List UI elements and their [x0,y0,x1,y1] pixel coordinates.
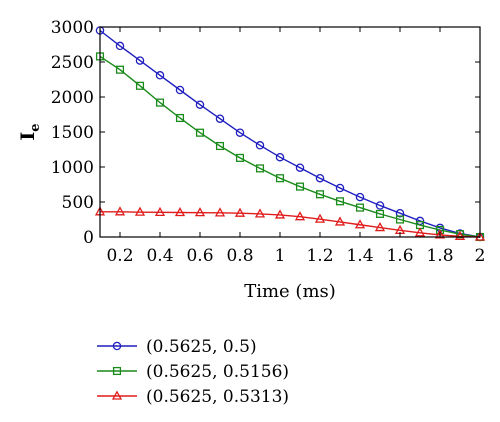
series-1-point [275,152,285,162]
series-2-point [215,141,225,151]
series-3-point [134,206,146,216]
series-2-point [155,98,165,107]
legend-marker-2 [112,366,122,376]
series-2-point [235,153,245,162]
x-tick-label: 2 [475,246,486,266]
plot-series [94,26,486,242]
series-2-point [195,128,205,137]
y-axis-label: Ie [17,123,43,140]
x-tick-label: 1.6 [386,246,413,266]
series-1-point [215,114,225,123]
series-1-point [175,85,185,95]
x-axis-ticks: 0.2 0.4 0.6 0.8 1 1.2 1.4 1.6 1.8 2 [106,27,485,266]
x-tick-label: 0.8 [226,246,253,266]
legend-label-3: (0.5625, 0.5313) [146,387,289,407]
y-axis-label-main: I [17,132,39,141]
series-1-point [115,41,125,51]
x-tick-label: 0.2 [106,246,133,266]
x-tick-label: 0.6 [186,246,213,266]
y-tick-label: 0 [83,228,94,248]
series-line-3 [100,211,481,238]
series-3-point [174,206,186,217]
legend-label-2: (0.5625, 0.5156) [146,362,289,382]
series-line-2 [99,55,481,238]
y-tick-label: 500 [62,193,94,213]
series-3-point [274,209,286,219]
series-2-point [315,190,325,199]
y-tick-label: 1000 [51,158,94,178]
series-2-point [275,174,285,183]
series-1-point [295,163,305,172]
series-3-point [154,206,166,217]
y-tick-label: 3000 [51,18,94,38]
series-1-point [335,183,345,193]
y-tick-label: 2500 [51,53,94,73]
series-3-point [414,227,426,237]
series-3-point [354,219,366,229]
series-2-point [355,203,365,212]
series-3-point [454,230,466,240]
series-3-point [314,213,326,223]
series-3-point [214,207,226,217]
y-tick-label: 2000 [51,88,94,108]
series-line-1 [99,29,481,238]
series-2-point [255,164,265,173]
plot-area-frame [99,26,481,238]
series-2-point [375,209,385,218]
series-3-point [194,207,206,217]
series-3-point [254,208,266,218]
series-3-point [294,211,306,221]
series-1-point [395,208,405,218]
series-2-point [395,215,405,224]
series-1-point [135,56,145,65]
x-tick-label: 1.2 [306,246,333,266]
x-axis-label: Time (ms) [244,281,336,302]
y-tick-label: 1500 [51,123,94,143]
series-1-point [155,71,165,80]
series-3-point [334,216,346,226]
series-2-point [135,81,145,90]
series-2-point [295,182,305,191]
series-1-point [195,100,205,109]
legend-label-1: (0.5625, 0.5) [146,337,257,357]
series-2-point [175,113,185,123]
series-1-point [375,201,385,210]
y-axis-label-subscript: e [28,123,43,131]
series-1-point [355,192,365,202]
series-2-point [335,197,345,206]
x-tick-label: 0.4 [146,246,173,266]
legend: (0.5625, 0.5) (0.5625, 0.5156) (0.5625, 0.… [97,337,289,407]
series-1-point [235,128,245,137]
series-1-point [255,141,265,150]
series-3-point [434,229,446,239]
y-axis-ticks: 0 500 1000 1500 2000 2500 3000 [51,18,480,248]
x-tick-label: 1 [275,246,286,266]
x-tick-label: 1.8 [426,246,453,266]
series-3-point [474,231,486,241]
series-3-point [114,206,126,216]
series-2-point [115,65,125,74]
legend-marker-3 [111,390,123,400]
legend-marker-1 [112,341,122,351]
series-1-point [315,173,325,183]
series-3-point [234,207,246,217]
x-tick-label: 1.4 [346,246,373,266]
series-3-point [374,222,386,232]
